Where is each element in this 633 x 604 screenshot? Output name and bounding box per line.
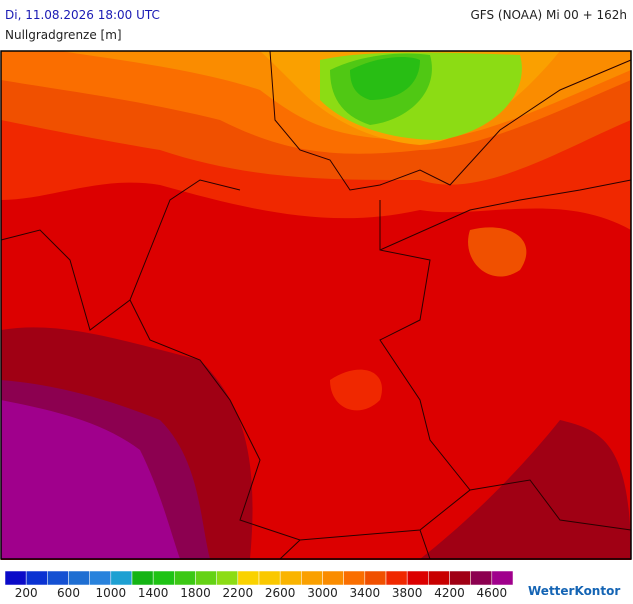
legend-swatch	[491, 570, 514, 586]
legend-label: 3400	[350, 586, 381, 600]
legend-swatch	[343, 570, 366, 586]
legend-label: 4200	[434, 586, 465, 600]
parameter: Nullgradgrenze [m]	[5, 28, 122, 42]
legend-swatch	[301, 570, 323, 586]
legend-swatch	[364, 570, 387, 586]
legend-swatch	[279, 570, 302, 586]
legend-label: 600	[57, 586, 80, 600]
legend-swatch	[131, 570, 154, 586]
legend-swatch	[89, 570, 112, 586]
legend-swatch	[195, 570, 217, 586]
legend-swatch	[216, 570, 239, 586]
legend-label: 4600	[477, 586, 508, 600]
legend-swatch	[152, 570, 175, 586]
legend-swatch	[385, 570, 408, 586]
legend-label: 2200	[223, 586, 254, 600]
legend-swatch	[68, 570, 90, 586]
legend-swatch	[322, 570, 344, 586]
legend-swatch	[47, 570, 69, 586]
legend-swatch	[258, 570, 281, 586]
legend-label: 1000	[96, 586, 127, 600]
legend-label: 3800	[392, 586, 423, 600]
legend-swatch	[449, 570, 471, 586]
legend-label: 3000	[307, 586, 338, 600]
legend-label: 1400	[138, 586, 169, 600]
legend-swatch	[406, 570, 429, 586]
model-run: GFS (NOAA) Mi 00 + 162h	[470, 8, 627, 22]
legend-swatch	[4, 570, 27, 586]
legend-label: 200	[15, 586, 38, 600]
legend-label: 1800	[180, 586, 211, 600]
legend-swatch	[174, 570, 196, 586]
brand: WetterKontor	[528, 584, 620, 598]
legend-label: 2600	[265, 586, 296, 600]
legend-swatch	[110, 570, 133, 586]
color-legend: 200 600 1000 1400 1800 2200 2600 3000 3400 3800 42…	[4, 570, 514, 600]
legend-swatch	[428, 570, 450, 586]
legend-swatch	[25, 570, 48, 586]
map	[0, 50, 632, 560]
legend-swatch	[237, 570, 260, 586]
valid-time: Di, 11.08.2026 18:00 UTC	[5, 8, 160, 22]
legend-swatch	[470, 570, 493, 586]
